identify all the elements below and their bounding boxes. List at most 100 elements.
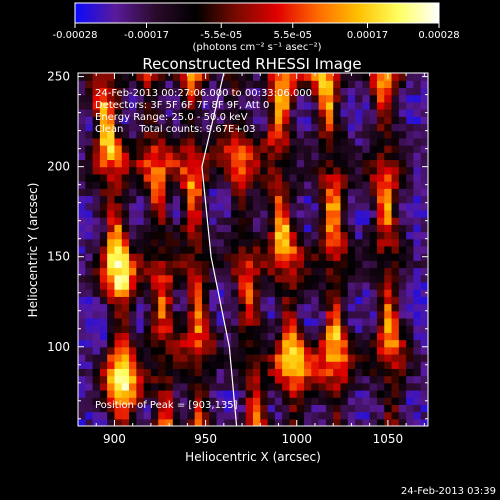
heatmap-cell (296, 80, 305, 88)
heatmap-cell (413, 166, 422, 175)
heatmap-cell (253, 181, 261, 189)
heatmap-cell (413, 87, 422, 96)
heatmap-cell (180, 368, 188, 377)
heatmap-cell (289, 361, 298, 369)
heatmap-cell (253, 368, 261, 377)
heatmap-cell (274, 274, 283, 283)
heatmap-cell (136, 181, 145, 189)
heatmap-cell (340, 281, 349, 290)
heatmap-cell (187, 130, 196, 139)
heatmap-cell (245, 296, 254, 305)
heatmap-cell (289, 166, 298, 175)
heatmap-cell (289, 123, 298, 132)
heatmap-cell (209, 332, 218, 341)
heatmap-cell (231, 253, 240, 261)
heatmap-cell (413, 245, 422, 254)
heatmap-cell (99, 389, 108, 398)
heatmap-cell (289, 418, 298, 426)
heatmap-cell (107, 231, 116, 240)
heatmap-cell (238, 238, 247, 247)
heatmap-cell (158, 123, 167, 132)
heatmap-cell (143, 137, 152, 146)
heatmap-cell (362, 281, 371, 290)
heatmap-cell (180, 224, 188, 233)
heatmap-cell (253, 217, 261, 225)
heatmap-cell (413, 181, 422, 189)
heatmap-cell (282, 80, 291, 88)
heatmap-cell (78, 137, 86, 146)
heatmap-cell (136, 195, 145, 204)
heatmap-cell (209, 368, 218, 377)
heatmap-cell (274, 346, 283, 355)
heatmap-cell (369, 353, 378, 362)
heatmap-cell (260, 303, 269, 312)
heatmap-cell (85, 209, 94, 218)
heatmap-cell (311, 87, 320, 96)
heatmap-cell (245, 137, 254, 146)
heatmap-cell (114, 80, 123, 88)
heatmap-cell (253, 166, 261, 175)
heatmap-cell (209, 123, 218, 132)
heatmap-cell (369, 116, 378, 125)
heatmap-cell (347, 260, 356, 269)
heatmap-cell (282, 397, 291, 405)
heatmap-cell (355, 332, 363, 341)
heatmap-cell (114, 397, 123, 405)
heatmap-cell (201, 332, 210, 341)
heatmap-cell (289, 202, 298, 211)
heatmap-cell (413, 325, 422, 333)
heatmap-cell (85, 310, 94, 319)
heatmap-cell (398, 375, 407, 384)
heatmap-cell (194, 87, 203, 96)
heatmap-cell (245, 217, 254, 225)
heatmap-cell (187, 361, 196, 369)
heatmap-cell (340, 224, 349, 233)
heatmap-cell (282, 411, 291, 420)
heatmap-cell (260, 94, 269, 103)
heatmap-cell (99, 245, 108, 254)
heatmap-cell (260, 418, 269, 426)
heatmap-cell (355, 274, 363, 283)
heatmap-cell (289, 404, 298, 413)
heatmap-cell (304, 353, 312, 362)
heatmap-cell (180, 267, 188, 276)
heatmap-cell (143, 101, 152, 110)
heatmap-cell (347, 173, 356, 182)
heatmap-cell (384, 346, 393, 355)
heatmap-cell (325, 238, 334, 247)
heatmap-cell (85, 382, 94, 391)
heatmap-cell (267, 346, 276, 355)
heatmap-cell (143, 73, 152, 81)
heatmap-cell (150, 188, 159, 197)
heatmap-cell (376, 94, 385, 103)
heatmap-cell (245, 317, 254, 326)
heatmap-cell (267, 382, 276, 391)
heatmap-cell (282, 209, 291, 218)
heatmap-cell (391, 217, 400, 225)
heatmap-cell (413, 332, 422, 341)
heatmap-cell (194, 188, 203, 197)
heatmap-cell (296, 253, 305, 261)
heatmap-cell (355, 375, 363, 384)
heatmap-cell (143, 130, 152, 139)
heatmap-cell (129, 87, 137, 96)
heatmap-cell (92, 73, 101, 81)
heatmap-cell (231, 325, 240, 333)
heatmap-cell (78, 159, 86, 168)
heatmap-cell (304, 325, 312, 333)
heatmap-cell (187, 94, 196, 103)
heatmap-cell (413, 389, 422, 398)
heatmap-cell (129, 209, 137, 218)
heatmap-cell (194, 325, 203, 333)
heatmap-cell (107, 411, 116, 420)
heatmap-cell (85, 109, 94, 117)
heatmap-cell (406, 159, 415, 168)
heatmap-cell (99, 181, 108, 189)
heatmap-cell (420, 281, 428, 290)
heatmap-cell (384, 116, 393, 125)
heatmap-cell (187, 152, 196, 161)
heatmap-cell (180, 332, 188, 341)
heatmap-cell (311, 217, 320, 225)
heatmap-cell (194, 152, 203, 161)
heatmap-cell (311, 224, 320, 233)
